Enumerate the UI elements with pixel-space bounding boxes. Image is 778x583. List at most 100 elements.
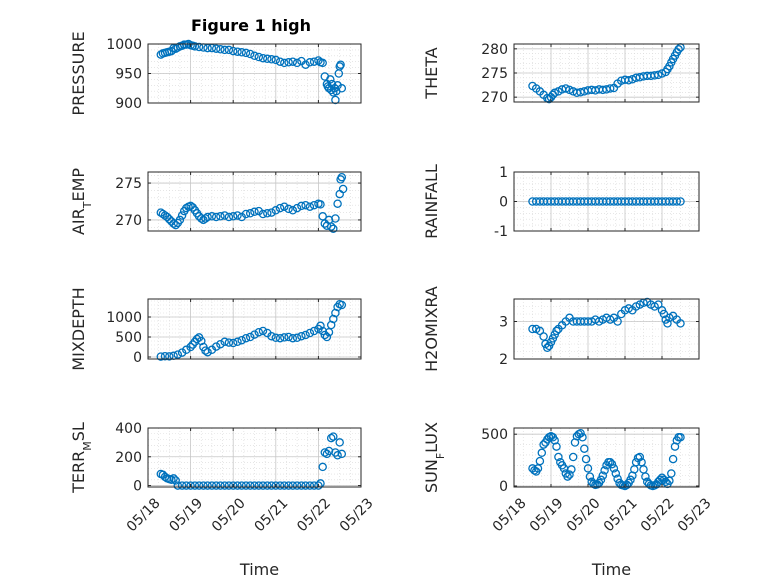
data-point	[598, 471, 608, 480]
subplot-rainfall: -1 0 1 RAINFALL	[422, 164, 700, 240]
data-point	[331, 214, 340, 223]
data-point	[173, 350, 183, 359]
data-point	[254, 52, 264, 62]
y-tick-label: 280	[481, 42, 508, 58]
y-tick-label: 0	[133, 479, 142, 495]
data-point	[654, 70, 663, 80]
x-tick-label: 05/23	[675, 495, 715, 535]
data-point	[336, 60, 345, 69]
data-point	[228, 481, 238, 490]
data-point	[672, 197, 682, 206]
data-point	[318, 326, 327, 336]
data-point	[271, 333, 281, 343]
data-point	[237, 335, 246, 345]
data-point	[297, 481, 306, 490]
data-point	[190, 481, 200, 490]
data-point	[305, 202, 315, 211]
data-point	[228, 338, 238, 348]
data-point	[211, 342, 221, 351]
data-point	[186, 342, 195, 352]
axes-box	[513, 427, 700, 488]
data-point	[267, 481, 276, 490]
data-point	[605, 457, 615, 467]
data-point	[322, 332, 332, 342]
data-point	[207, 481, 217, 490]
data-point	[156, 208, 166, 217]
data-point	[583, 464, 593, 473]
data-point	[605, 84, 615, 93]
data-point	[288, 481, 298, 490]
data-point	[258, 326, 268, 336]
y-tick-label: 1	[499, 165, 508, 181]
data-point	[326, 433, 336, 443]
data-point	[267, 55, 276, 64]
data-point	[297, 331, 306, 341]
data-point	[224, 338, 234, 347]
subplot-theta: 270 275 280 THETA	[422, 42, 700, 106]
data-point	[280, 58, 289, 68]
data-point	[254, 327, 264, 337]
x-tick-label: 05/22	[638, 495, 678, 535]
data-point	[258, 209, 268, 219]
data-point	[258, 481, 268, 490]
data-point	[162, 212, 172, 222]
data-point	[288, 206, 298, 215]
data-point	[284, 481, 293, 490]
data-point	[284, 58, 293, 67]
data-point	[554, 452, 563, 462]
data-point	[581, 454, 591, 464]
data-point	[271, 481, 281, 490]
data-point	[250, 481, 259, 490]
data-point	[580, 444, 589, 453]
y-tick-label: 275	[115, 176, 142, 192]
data-point	[203, 481, 212, 490]
data-point	[585, 472, 595, 481]
data-point	[316, 200, 325, 209]
data-point	[641, 472, 650, 481]
data-point	[337, 84, 347, 93]
data-point	[216, 481, 225, 490]
data-point	[169, 219, 178, 228]
data-point	[263, 209, 272, 218]
data-point	[333, 199, 342, 208]
data-point	[182, 481, 191, 490]
data-point	[667, 469, 676, 478]
data-point	[561, 84, 571, 93]
data-point	[245, 332, 255, 342]
data-point	[288, 57, 298, 66]
data-point	[258, 53, 268, 63]
x-tick-label: 05/19	[166, 495, 206, 535]
y-tick-label: 0	[499, 479, 508, 495]
y-axis-label: H2OMIXRA	[422, 286, 441, 372]
data-point	[655, 475, 665, 485]
subplot-mixdepth: 0 500 1000 MIXDEPTH	[69, 287, 362, 371]
data-point	[565, 85, 574, 95]
data-point	[539, 332, 548, 341]
data-point	[280, 202, 289, 211]
data-point	[207, 212, 217, 221]
data-point	[199, 481, 208, 490]
data-point	[284, 332, 293, 342]
y-tick-label: 0	[133, 350, 142, 366]
data-point	[250, 51, 259, 61]
data-point	[216, 212, 225, 221]
axes-box	[147, 171, 362, 232]
x-tick-label: 05/23	[337, 495, 377, 535]
data-point	[301, 60, 310, 69]
data-point	[211, 481, 221, 490]
data-point	[657, 69, 667, 78]
y-axis-label: PRESSURE	[69, 31, 88, 115]
y-axis-label: RAINFALL	[422, 164, 441, 239]
y-tick-label: 270	[115, 213, 142, 229]
data-point	[237, 48, 246, 57]
data-point	[160, 351, 170, 361]
data-point	[326, 222, 336, 231]
data-point	[297, 201, 306, 211]
axes-box	[147, 427, 362, 488]
data-point	[320, 330, 330, 340]
data-point	[331, 95, 340, 105]
data-point	[171, 220, 180, 230]
data-point	[635, 452, 645, 462]
data-point	[250, 207, 259, 217]
